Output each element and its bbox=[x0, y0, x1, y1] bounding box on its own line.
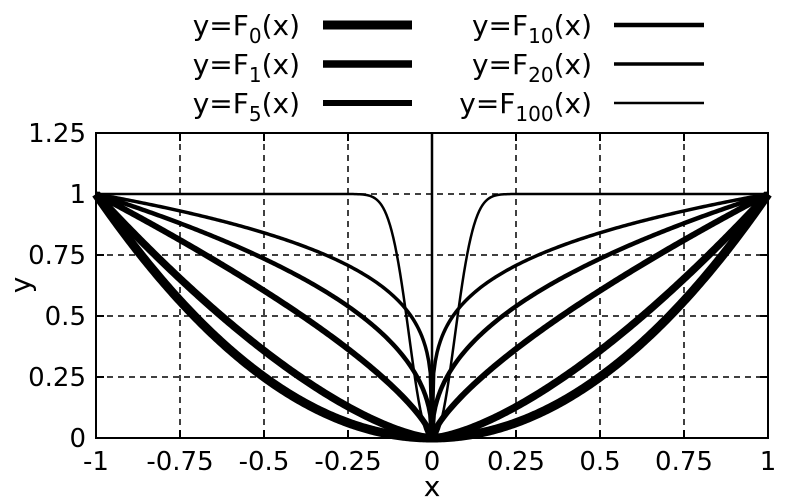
legend-label-1: y=F1(x) bbox=[193, 48, 300, 87]
y-axis-label: y bbox=[4, 277, 37, 294]
y-tick-label-5: 1.25 bbox=[28, 119, 86, 149]
x-tick-label-2: -0.5 bbox=[239, 447, 290, 477]
legend-label-2: y=F5(x) bbox=[193, 87, 300, 126]
x-tick-label-0: -1 bbox=[83, 447, 109, 477]
y-tick-label-3: 0.75 bbox=[28, 241, 86, 271]
y-tick-label-4: 1 bbox=[69, 180, 86, 210]
legend-label-0: y=F0(x) bbox=[193, 9, 300, 48]
x-tick-label-8: 1 bbox=[760, 447, 777, 477]
x-tick-label-6: 0.5 bbox=[579, 447, 620, 477]
y-tick-label-1: 0.25 bbox=[28, 363, 86, 393]
x-tick-label-5: 0.25 bbox=[487, 447, 545, 477]
y-tick-label-2: 0.5 bbox=[45, 302, 86, 332]
x-axis-label: x bbox=[424, 470, 441, 500]
x-tick-label-1: -0.75 bbox=[146, 447, 213, 477]
y-tick-label-0: 0 bbox=[69, 424, 86, 454]
axes bbox=[95, 132, 769, 439]
legend: y=F0(x)y=F1(x)y=F5(x) y=F10(x)y=F20(x)y=F… bbox=[193, 9, 704, 126]
x-tick-label-4: 0 bbox=[424, 447, 441, 477]
legend-label-4: y=F20(x) bbox=[472, 48, 592, 87]
legend-label-5: y=F100(x) bbox=[459, 87, 592, 126]
x-tick-label-7: 0.75 bbox=[655, 447, 713, 477]
legend-label-3: y=F10(x) bbox=[472, 9, 592, 48]
tick-labels: -1 -0.75 -0.5 -0.25 0 0.25 0.5 0.75 1 0 0.25 0.5 0.7… bbox=[28, 119, 776, 477]
x-tick-label-3: -0.25 bbox=[314, 447, 381, 477]
